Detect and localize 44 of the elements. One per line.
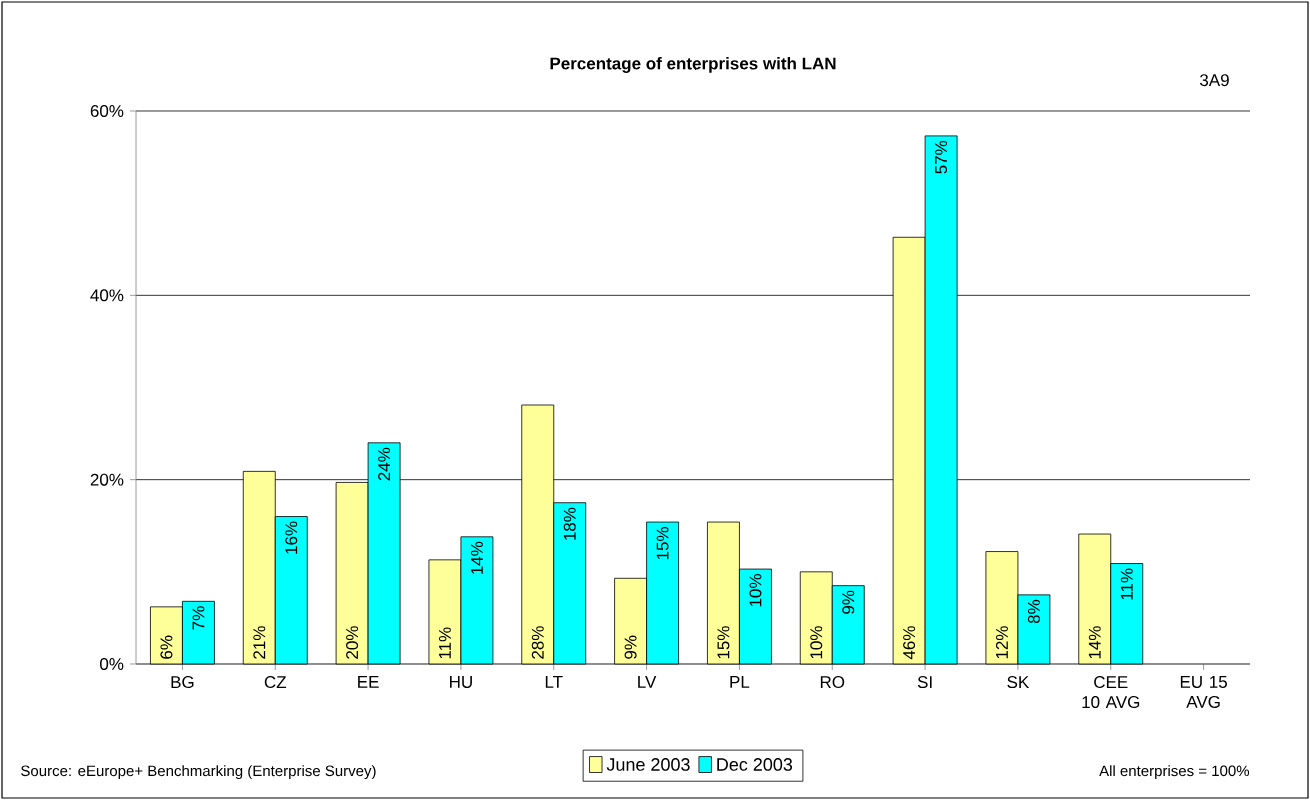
data-label: 57% <box>935 140 948 174</box>
x-tick-label: LT <box>545 676 563 688</box>
x-tick-label: EE <box>358 676 379 688</box>
data-label: 10% <box>810 626 823 659</box>
data-label: 9% <box>842 590 855 614</box>
x-tick-label: CEE 10 AVG <box>1082 676 1140 709</box>
x-tick-label: LV <box>638 676 657 688</box>
data-label: 18% <box>563 507 576 540</box>
data-label: 11% <box>1120 568 1133 600</box>
data-label: 14% <box>470 541 483 574</box>
data-label: 28% <box>531 626 544 659</box>
data-label: 24% <box>378 447 391 481</box>
data-label: 6% <box>160 635 173 659</box>
x-tick-label: EU 15 AVG <box>1180 676 1227 708</box>
y-tick-label: 40% <box>90 289 124 302</box>
data-label: 9% <box>624 635 637 659</box>
x-tick-label: CZ <box>264 676 287 689</box>
y-tick-label: 20% <box>90 473 124 486</box>
x-tick-label: PL <box>730 676 750 688</box>
data-label: 7% <box>192 606 205 630</box>
data-label: 15% <box>717 626 730 659</box>
data-label: 14% <box>1088 626 1101 659</box>
legend-label: Dec 2003 <box>717 758 793 771</box>
data-label: 15% <box>656 527 669 560</box>
data-label: 20% <box>346 626 359 659</box>
x-tick-label: SI <box>917 676 932 689</box>
x-tick-label: BG <box>171 676 194 689</box>
data-label: 46% <box>903 626 916 660</box>
x-tick-label: RO <box>820 676 845 689</box>
data-label: 12% <box>995 626 1008 659</box>
data-label: 21% <box>253 626 266 659</box>
y-tick-label: 0% <box>100 657 124 671</box>
source-note: Source: eEurope+ Benchmarking (Enterprise Survey) <box>21 765 376 780</box>
data-label: 16% <box>285 521 298 554</box>
text: All enterprises = 100% <box>1099 765 1250 780</box>
data-label: 11% <box>438 627 451 659</box>
text: 3A9 <box>1200 74 1229 87</box>
x-tick-label: HU <box>450 676 472 688</box>
legend-label: June 2003 <box>606 758 690 771</box>
chart-title: Percentage of enterprises with LAN <box>550 57 836 73</box>
data-label: 10% <box>749 574 762 607</box>
x-tick-label: SK <box>1007 676 1030 689</box>
y-tick-label: 60% <box>90 105 124 118</box>
data-label: 8% <box>1027 599 1040 624</box>
